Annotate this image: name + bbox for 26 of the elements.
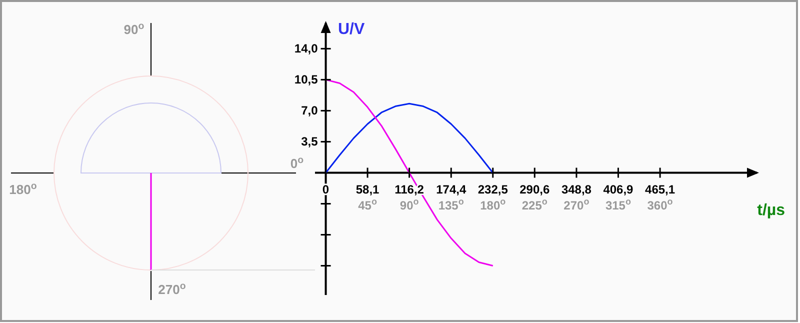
x2-tick-label: 45$^{o}$ (358, 196, 378, 213)
y-axis-title: U/V (338, 21, 365, 38)
x2-tick-label: 270$^{o}$ (564, 196, 590, 213)
y-tick-label: 3,5 (301, 134, 318, 149)
y-tick-label: 10,5 (294, 72, 318, 87)
x-tick-label: 174,4 (436, 182, 466, 197)
x2-tick-label: 360$^{o}$ (647, 196, 674, 213)
text: 270$^{o}$ (158, 280, 186, 297)
x-tick-label: 406,9 (603, 182, 634, 197)
y-tick-label: 7,0 (301, 104, 318, 118)
text: 180$^{o}$ (9, 180, 37, 197)
x2-tick-label: 225$^{o}$ (522, 196, 548, 213)
line-series (325, 102, 494, 174)
x-tick-label: 290,6 (520, 182, 550, 197)
x-tick-label: 465,1 (645, 182, 676, 197)
x2-tick-label: 135$^{o}$ (438, 196, 464, 213)
text: 0$^{o}$ (290, 154, 304, 171)
x2-tick-label: 90$^{o}$ (400, 196, 420, 213)
x2-tick-label: 180$^{o}$ (480, 196, 506, 213)
y-tick-label: 14,0 (294, 42, 318, 56)
x-tick-label: 58,1 (356, 182, 380, 197)
x-tick-label: 348,8 (561, 182, 592, 197)
text: 90$^{o}$ (124, 20, 144, 37)
x2-tick-label: 315$^{o}$ (605, 196, 632, 213)
x-tick-label: 232,5 (478, 182, 508, 197)
x-axis-title: t/µs (757, 202, 786, 219)
